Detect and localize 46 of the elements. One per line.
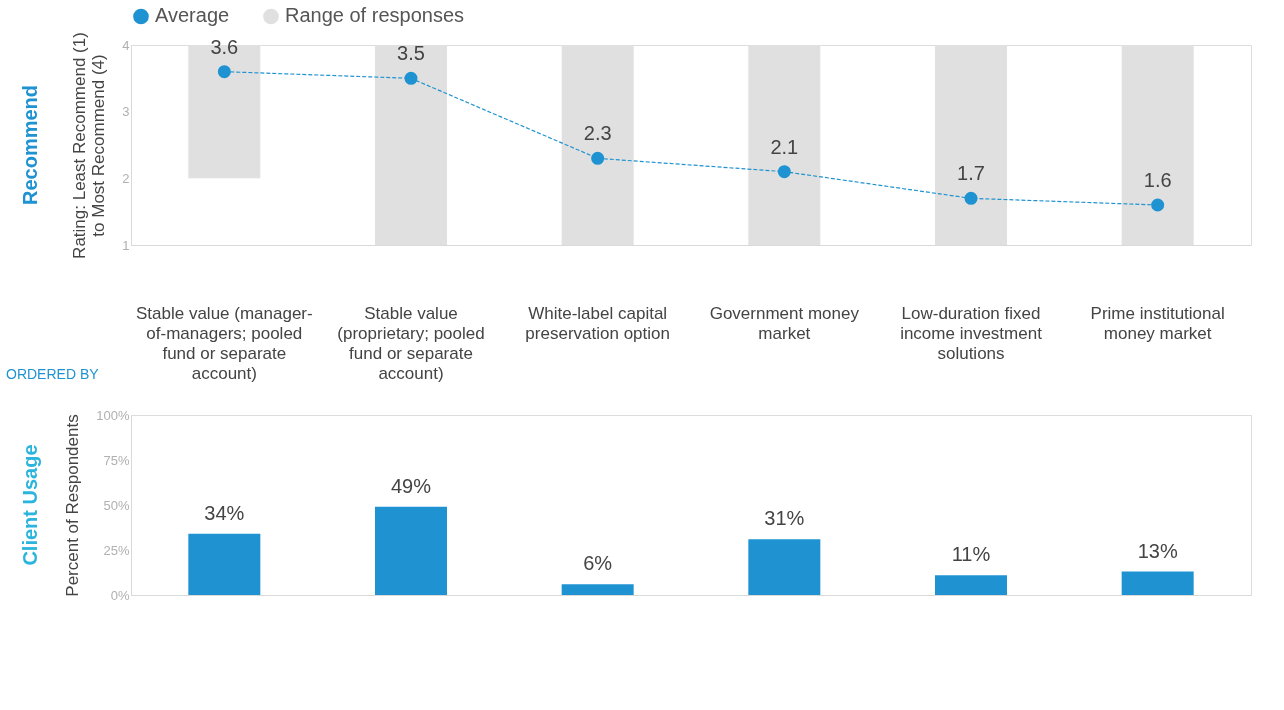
bar — [561, 584, 634, 595]
y-tick-label: 50% — [103, 497, 130, 513]
y-tick-label: 100% — [96, 407, 130, 423]
point — [591, 151, 605, 165]
y-tick-label: 1 — [122, 237, 130, 253]
data-label: 11% — [951, 543, 991, 566]
x-tick-label: Prime institutional money market — [1090, 303, 1225, 343]
data-label: 2.3 — [583, 122, 612, 145]
point — [404, 71, 418, 85]
data-label: 34% — [204, 501, 245, 524]
point — [777, 165, 791, 179]
point — [964, 191, 978, 205]
x-tick-label: Stable value (manager-of-managers; pooled fund or separate account) — [135, 303, 313, 383]
legend-label: Range of responses — [285, 4, 465, 27]
legend-label: Average — [155, 4, 230, 27]
data-label: 6% — [583, 552, 613, 575]
x-tick-label: Stable value (proprietary; pooled fund or separate account) — [337, 303, 485, 383]
data-label: 3.5 — [397, 42, 425, 65]
y-axis-title: Rating: Least Recommend (1) to Most Recommend (4) — [70, 32, 109, 259]
bar — [935, 575, 1007, 595]
y-tick-label: 25% — [103, 542, 130, 558]
x-tick-label: White-label capital preservation option — [525, 303, 670, 343]
data-label: 3.6 — [210, 35, 239, 58]
text: Client Usage — [19, 444, 41, 566]
data-label: 2.1 — [770, 135, 799, 158]
data-label: 1.7 — [957, 162, 985, 185]
bar — [748, 539, 821, 595]
text: Recommend — [19, 84, 41, 206]
data-label: 31% — [764, 507, 805, 530]
bar — [188, 533, 261, 595]
bar — [375, 506, 447, 595]
data-label: 1.6 — [1143, 169, 1172, 191]
y-tick-label: 0% — [110, 587, 130, 603]
y-tick-label: 3 — [122, 104, 130, 120]
text: ORDERED BY — [6, 366, 100, 382]
point — [217, 65, 231, 79]
point — [1151, 198, 1165, 212]
y-tick-label: 75% — [103, 452, 130, 468]
x-tick-label: Low-duration fixed income investment solutions — [900, 303, 1043, 363]
y-tick-label: 4 — [122, 37, 130, 53]
data-label: 49% — [390, 474, 432, 497]
data-label: 13% — [1137, 539, 1178, 562]
y-axis-title: Percent of Respondents — [63, 414, 83, 597]
y-tick-label: 2 — [122, 170, 130, 186]
bar — [1121, 571, 1194, 595]
x-tick-label: Government money market — [709, 303, 860, 343]
